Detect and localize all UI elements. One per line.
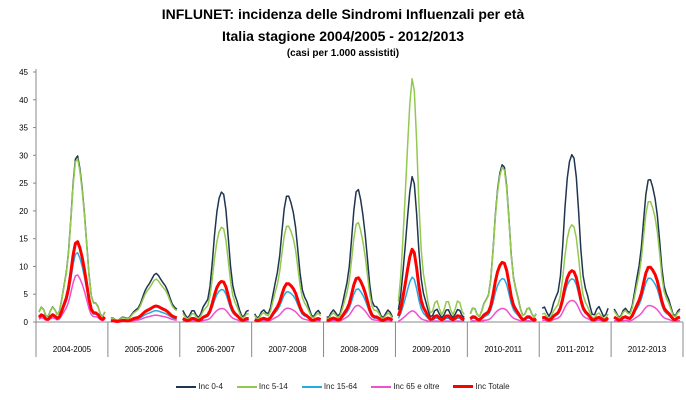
legend-label: Inc Totale [475, 382, 510, 391]
y-tick-label: 45 [19, 68, 28, 77]
legend-item: Inc 5-14 [236, 382, 288, 391]
series-line-tot [182, 279, 249, 323]
series-line-inc514 [613, 200, 681, 319]
y-tick-label: 0 [24, 318, 29, 327]
series-line-inc514 [397, 77, 465, 316]
series-line-inc04 [541, 153, 609, 318]
legend-item: Inc 0-4 [176, 382, 223, 391]
series-line-inc65 [182, 307, 249, 323]
legend-label: Inc 65 e oltre [393, 382, 440, 391]
series-line-inc65 [470, 307, 537, 323]
series-line-inc514 [326, 221, 394, 320]
series-line-inc04 [38, 155, 106, 318]
chart-title: INFLUNET: incidenza delle Sindromi Influ… [161, 6, 525, 22]
y-tick-label: 30 [19, 151, 28, 160]
y-tick-label: 15 [19, 235, 28, 244]
series-line-inc04 [182, 191, 249, 319]
series-line-inc65 [542, 299, 609, 323]
series-line-inc04 [397, 175, 465, 319]
y-tick-label: 20 [19, 207, 28, 216]
y-tick-label: 10 [19, 262, 28, 271]
season-label: 2004-2005 [53, 345, 92, 354]
legend-item: Inc Totale [453, 382, 510, 391]
series-line-inc04 [469, 164, 537, 318]
legend-label: Inc 15-64 [323, 382, 358, 391]
series-line-tot [253, 282, 322, 323]
series-line-tot [541, 269, 610, 322]
series-line-inc514 [182, 226, 249, 320]
legend-label: Inc 0-4 [198, 382, 223, 391]
series-line-inc514 [254, 225, 322, 320]
legend-item: Inc 65 e oltre [371, 382, 439, 391]
season-label: 2012-2013 [628, 345, 667, 354]
series-line-inc04 [254, 195, 322, 319]
season-label: 2008-2009 [340, 345, 379, 354]
season-label: 2007-2008 [268, 345, 307, 354]
legend-swatch [176, 385, 197, 388]
y-tick-label: 5 [24, 290, 29, 299]
season-label: 2010-2011 [484, 345, 522, 354]
series-line-inc514 [110, 278, 178, 322]
legend-swatch [371, 385, 392, 388]
season-label: 2006-2007 [197, 345, 236, 354]
legend-swatch [236, 385, 257, 388]
series-line-tot [37, 240, 106, 321]
legend-swatch [301, 385, 322, 388]
series-line-inc514 [541, 224, 609, 320]
series-line-inc65 [398, 310, 465, 323]
y-unit-label: (casi per 1.000 assistiti) [286, 48, 400, 59]
series-line-inc514 [469, 166, 537, 318]
season-label: 2005-2006 [125, 345, 164, 354]
series-line-tot [469, 260, 538, 322]
legend-swatch [453, 385, 474, 388]
y-tick-label: 40 [19, 96, 28, 105]
season-label: 2009-2010 [412, 345, 451, 354]
season-label: 2011-2012 [556, 345, 594, 354]
series-line-tot [613, 265, 681, 322]
series-line-inc65 [254, 307, 321, 323]
y-tick-label: 25 [19, 179, 28, 188]
legend: Inc 0-4 Inc 5-14 Inc 15-64 Inc 65 e oltre In… [0, 382, 686, 391]
legend-label: Inc 5-14 [258, 382, 288, 391]
chart-subtitle: Italia stagione 2004/2005 - 2012/2013 [221, 28, 465, 44]
series-line-tot [326, 276, 394, 322]
series-line-inc65 [613, 304, 681, 323]
series-line-tot [396, 247, 465, 322]
legend-item: Inc 15-64 [301, 382, 358, 391]
series-line-inc04 [613, 178, 681, 319]
series-line-tot [110, 304, 178, 323]
y-tick-label: 35 [19, 124, 28, 133]
series-line-inc514 [38, 157, 106, 318]
series-line-inc04 [326, 188, 394, 319]
